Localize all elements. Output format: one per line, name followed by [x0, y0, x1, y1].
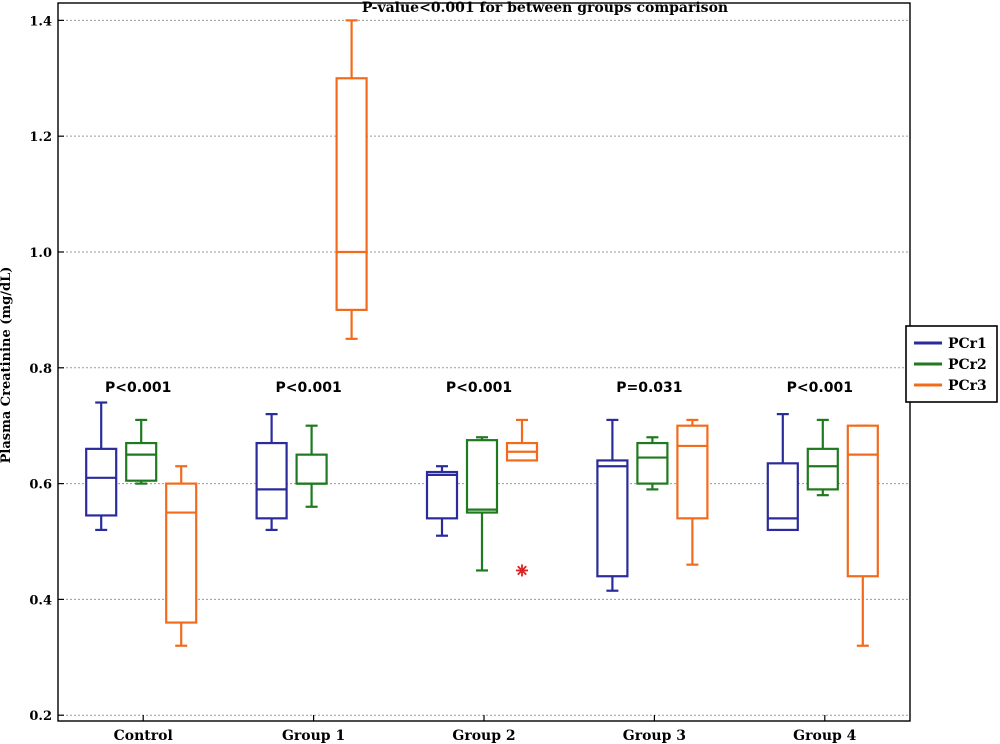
box-pcr2-group-3 — [636, 436, 669, 491]
y-tick-label: 1.4 — [29, 14, 52, 29]
y-tick-label: 0.6 — [29, 478, 52, 493]
y-axis-label: Plasma Creatinine (mg/dL) — [0, 267, 14, 464]
box-iqr — [846, 424, 879, 578]
box-iqr — [425, 470, 459, 520]
box-iqr — [465, 439, 499, 514]
group-pvalues: P<0.001 P<0.001 P<0.001 P=0.031 P<0.001 — [105, 380, 853, 396]
group-pvalue-label: P<0.001 — [787, 380, 853, 396]
box-plots — [85, 19, 879, 647]
box-pcr3-group-2 — [505, 418, 539, 577]
group-pvalue-label: P<0.001 — [446, 380, 512, 396]
box-iqr — [676, 424, 709, 520]
x-tick-label: Control — [114, 728, 173, 744]
box-pcr2-group-2 — [465, 436, 499, 572]
legend-label-pcr2: PCr2 — [948, 357, 987, 373]
box-iqr — [335, 77, 368, 311]
box-pcr2-group-4 — [806, 418, 839, 497]
box-pcr1-group-2 — [425, 465, 459, 537]
group-pvalue-label: P<0.001 — [105, 380, 171, 396]
y-tick-label: 0.8 — [29, 362, 52, 377]
box-iqr — [766, 462, 799, 532]
x-tick-label: Group 3 — [623, 728, 686, 744]
box-pcr1-group-4 — [766, 413, 799, 532]
box-pcr1-control — [85, 401, 118, 532]
box-pcr2-group-1 — [295, 424, 328, 508]
box-iqr — [125, 441, 158, 482]
box-iqr — [806, 447, 839, 491]
box-pcr3-control — [165, 465, 198, 647]
group-pvalue-label: P=0.031 — [616, 380, 682, 396]
box-iqr — [295, 453, 328, 485]
box-iqr — [165, 482, 198, 624]
y-tick-label: 0.4 — [29, 593, 52, 608]
legend: PCr1 PCr2 PCr3 — [905, 325, 998, 403]
box-pcr2-control — [125, 418, 158, 485]
box-pcr3-group-3 — [676, 418, 709, 566]
chart-title: P-value<0.001 for between groups compari… — [362, 0, 728, 16]
box-iqr — [255, 441, 288, 520]
box-pcr3-group-1 — [335, 19, 368, 340]
y-tick-label: 1.0 — [29, 246, 52, 261]
legend-label-pcr3: PCr3 — [948, 378, 987, 394]
box-iqr — [636, 441, 669, 485]
box-pcr3-group-4 — [846, 424, 879, 647]
x-tick-label: Group 4 — [793, 728, 857, 744]
box-iqr — [85, 447, 118, 517]
x-tick-label: Group 2 — [452, 728, 515, 744]
y-tick-label: 1.2 — [29, 130, 52, 145]
box-pcr1-group-3 — [596, 418, 629, 592]
legend-label-pcr1: PCr1 — [948, 336, 987, 352]
outlier-marker — [517, 565, 527, 576]
axis-ticks: 0.2 0.4 0.6 0.8 1.0 1.2 1.4 Control Group 1 Group… — [29, 14, 856, 744]
y-tick-label: 0.2 — [29, 709, 52, 724]
group-pvalue-label: P<0.001 — [275, 380, 341, 396]
x-tick-label: Group 1 — [282, 728, 345, 744]
box-pcr1-group-1 — [255, 413, 288, 532]
box-iqr — [596, 459, 629, 578]
